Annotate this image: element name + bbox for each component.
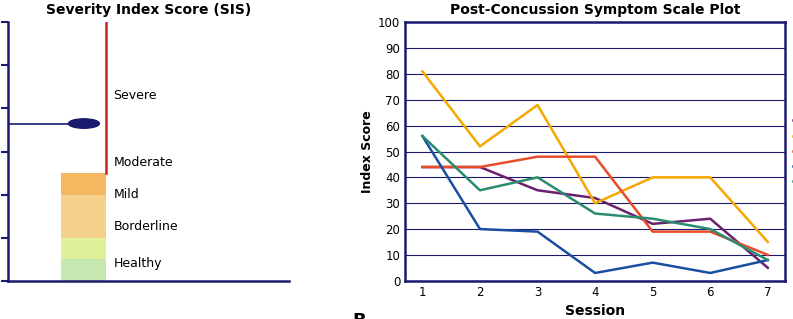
Emotional Index: [418, 134, 427, 138]
Bar: [61, 195, 106, 238]
Physical Index: [475, 165, 485, 169]
Bar: [61, 238, 106, 259]
Ellipse shape: [68, 119, 99, 128]
Total Index: [763, 258, 772, 262]
Line: Total Index: Total Index: [423, 136, 768, 260]
Line: Sleep Index: Sleep Index: [423, 157, 768, 255]
Thinking Index: [590, 201, 600, 205]
Total Index: [533, 175, 542, 179]
Thinking Index: [533, 103, 542, 107]
Sleep Index: [533, 155, 542, 159]
Total Index: [648, 217, 657, 221]
Line: Physical Index: Physical Index: [423, 167, 768, 268]
Physical Index: [763, 266, 772, 270]
Physical Index: [533, 188, 542, 192]
Text: Healthy: Healthy: [113, 257, 162, 270]
Sleep Index: [763, 253, 772, 257]
Title: Post-Concussion Symptom Scale Plot: Post-Concussion Symptom Scale Plot: [450, 3, 741, 17]
Sleep Index: [706, 230, 715, 234]
Y-axis label: Index Score: Index Score: [361, 110, 374, 193]
Total Index: [475, 188, 485, 192]
Emotional Index: [590, 271, 600, 275]
Thinking Index: [706, 175, 715, 179]
Emotional Index: [475, 227, 485, 231]
Physical Index: [590, 196, 600, 200]
Thinking Index: [475, 145, 485, 148]
Text: Borderline: Borderline: [113, 220, 178, 234]
Text: Moderate: Moderate: [113, 156, 173, 169]
Sleep Index: [648, 230, 657, 234]
X-axis label: Session: Session: [565, 304, 625, 318]
Thinking Index: [763, 240, 772, 244]
Physical Index: [418, 165, 427, 169]
Line: Emotional Index: Emotional Index: [423, 136, 768, 273]
Physical Index: [706, 217, 715, 221]
Physical Index: [648, 222, 657, 226]
Title: Severity Index Score (SIS): Severity Index Score (SIS): [46, 3, 251, 17]
Sleep Index: [418, 165, 427, 169]
Text: Mild: Mild: [113, 188, 140, 201]
Legend: Physical Index, Thinking Index, Sleep Index, Emotional Index, Total Index: Physical Index, Thinking Index, Sleep In…: [789, 112, 793, 191]
Text: B: B: [352, 312, 366, 319]
Total Index: [418, 134, 427, 138]
Thinking Index: [648, 175, 657, 179]
Bar: [61, 173, 106, 195]
Thinking Index: [418, 70, 427, 73]
Bar: [61, 259, 106, 281]
Total Index: [706, 227, 715, 231]
Emotional Index: [648, 261, 657, 264]
Emotional Index: [706, 271, 715, 275]
Total Index: [590, 211, 600, 215]
Line: Thinking Index: Thinking Index: [423, 71, 768, 242]
Text: Severe: Severe: [113, 89, 157, 102]
Emotional Index: [533, 230, 542, 234]
Sleep Index: [475, 165, 485, 169]
Sleep Index: [590, 155, 600, 159]
Emotional Index: [763, 258, 772, 262]
